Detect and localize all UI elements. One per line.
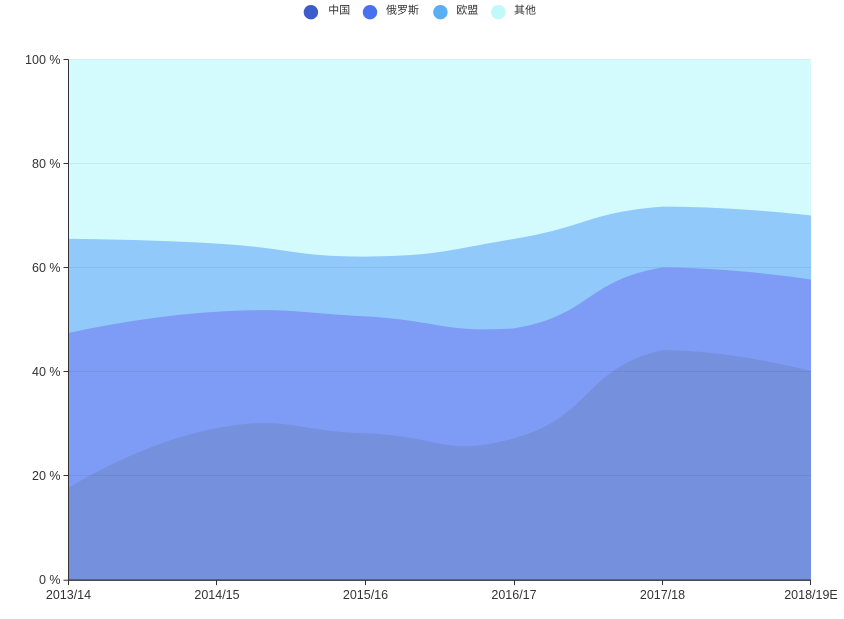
svg-text:2018/19E: 2018/19E: [784, 588, 838, 602]
svg-text:60 %: 60 %: [32, 261, 61, 275]
svg-text:2013/14: 2013/14: [46, 588, 91, 602]
svg-text:40 %: 40 %: [32, 365, 61, 379]
svg-text:2016/17: 2016/17: [491, 588, 536, 602]
svg-text:2015/16: 2015/16: [343, 588, 388, 602]
svg-text:80 %: 80 %: [32, 157, 61, 171]
svg-text:2017/18: 2017/18: [640, 588, 685, 602]
svg-text:2014/15: 2014/15: [194, 588, 239, 602]
svg-text:20 %: 20 %: [32, 469, 61, 483]
svg-text:0 %: 0 %: [39, 573, 61, 587]
svg-text:100 %: 100 %: [25, 53, 60, 67]
